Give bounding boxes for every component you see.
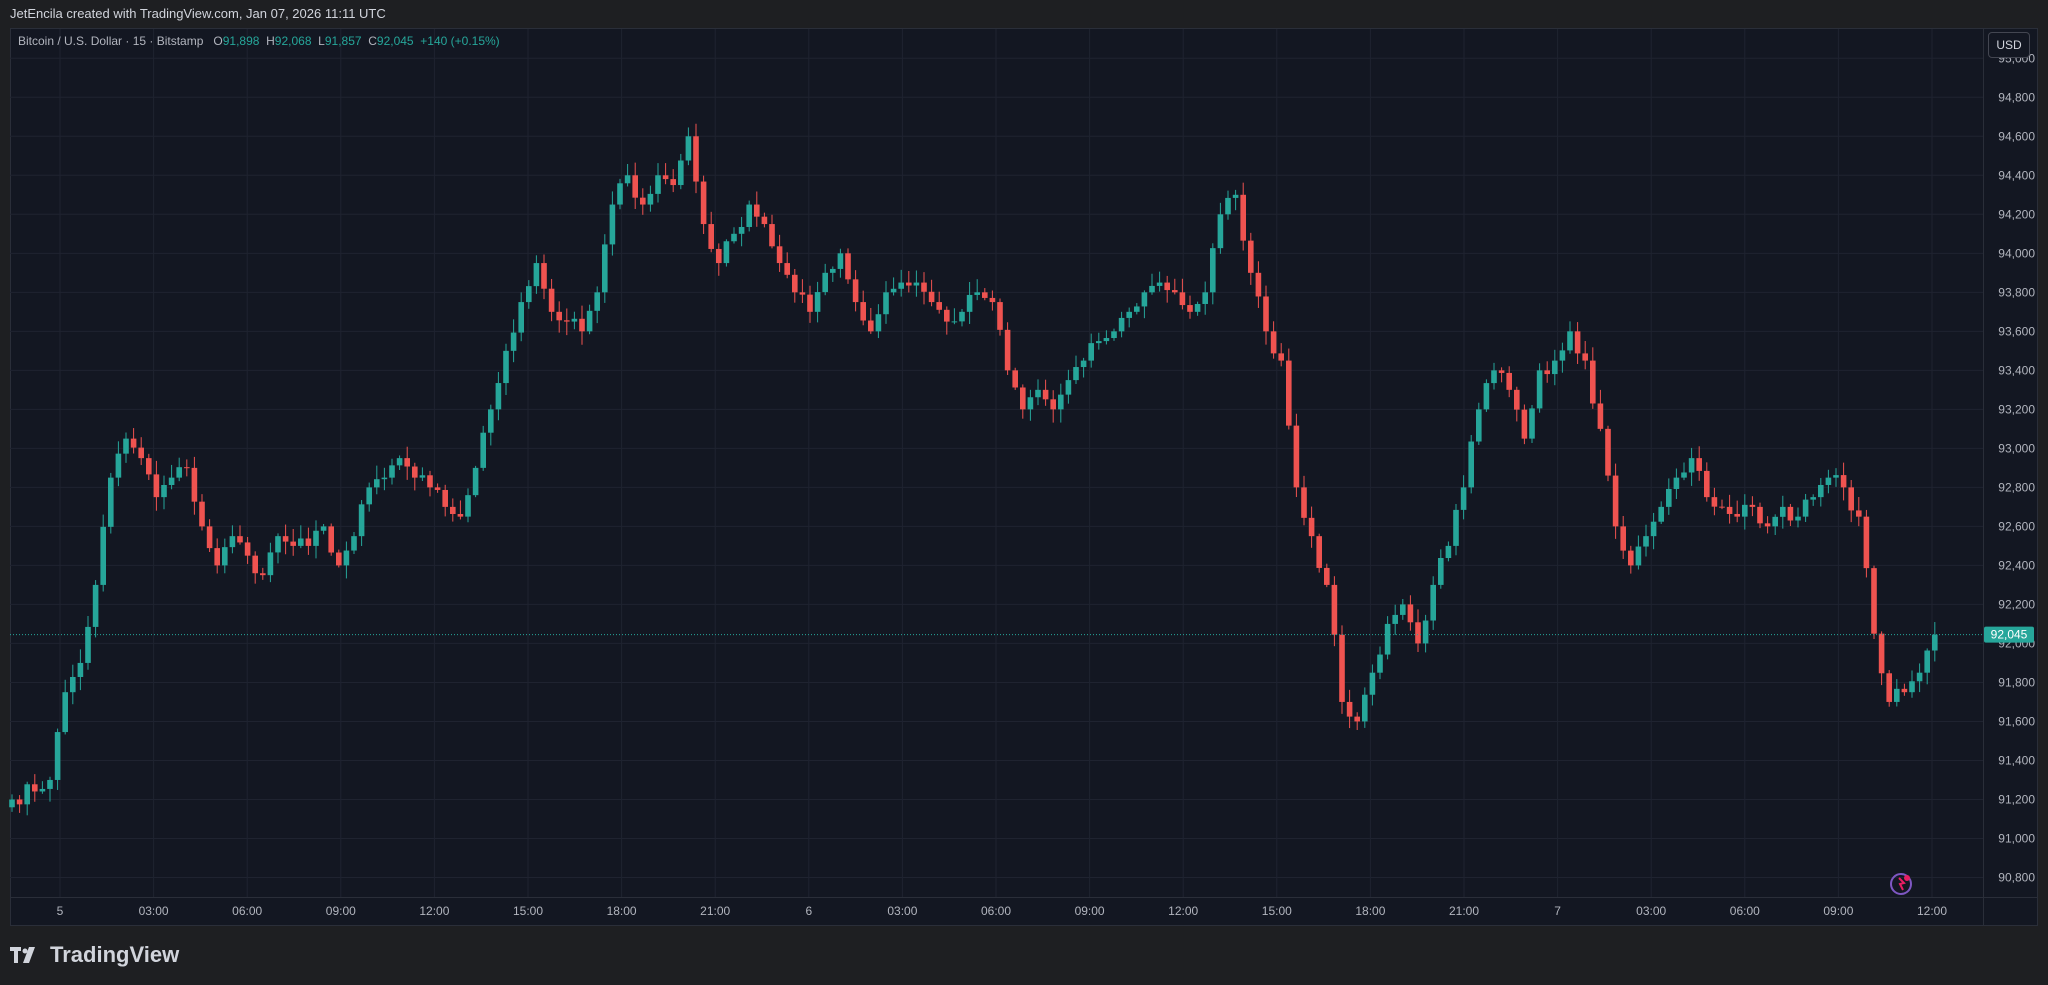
high-label: H — [266, 34, 275, 48]
open-value: 91,898 — [222, 34, 260, 48]
symbol-legend: Bitcoin / U.S. Dollar · 15 · Bitstamp O9… — [18, 34, 500, 48]
open-label: O — [213, 34, 223, 48]
close-label: C — [368, 34, 377, 48]
high-value: 92,068 — [274, 34, 312, 48]
close-value: 92,045 — [376, 34, 414, 48]
change-value: +140 (+0.15%) — [420, 34, 500, 48]
footer-brand[interactable]: TradingView — [10, 940, 179, 970]
attribution-bar: JetEncila created with TradingView.com, … — [0, 0, 2048, 28]
symbol-name[interactable]: Bitcoin / U.S. Dollar · 15 · Bitstamp — [18, 34, 204, 48]
chart-frame[interactable] — [10, 28, 2038, 926]
currency-button[interactable]: USD — [1988, 32, 2030, 58]
attribution-text: JetEncila created with TradingView.com, … — [10, 6, 386, 21]
low-value: 91,857 — [324, 34, 362, 48]
tradingview-logo-icon — [10, 945, 42, 965]
footer-brand-text: TradingView — [50, 942, 180, 967]
low-label: L — [318, 34, 325, 48]
